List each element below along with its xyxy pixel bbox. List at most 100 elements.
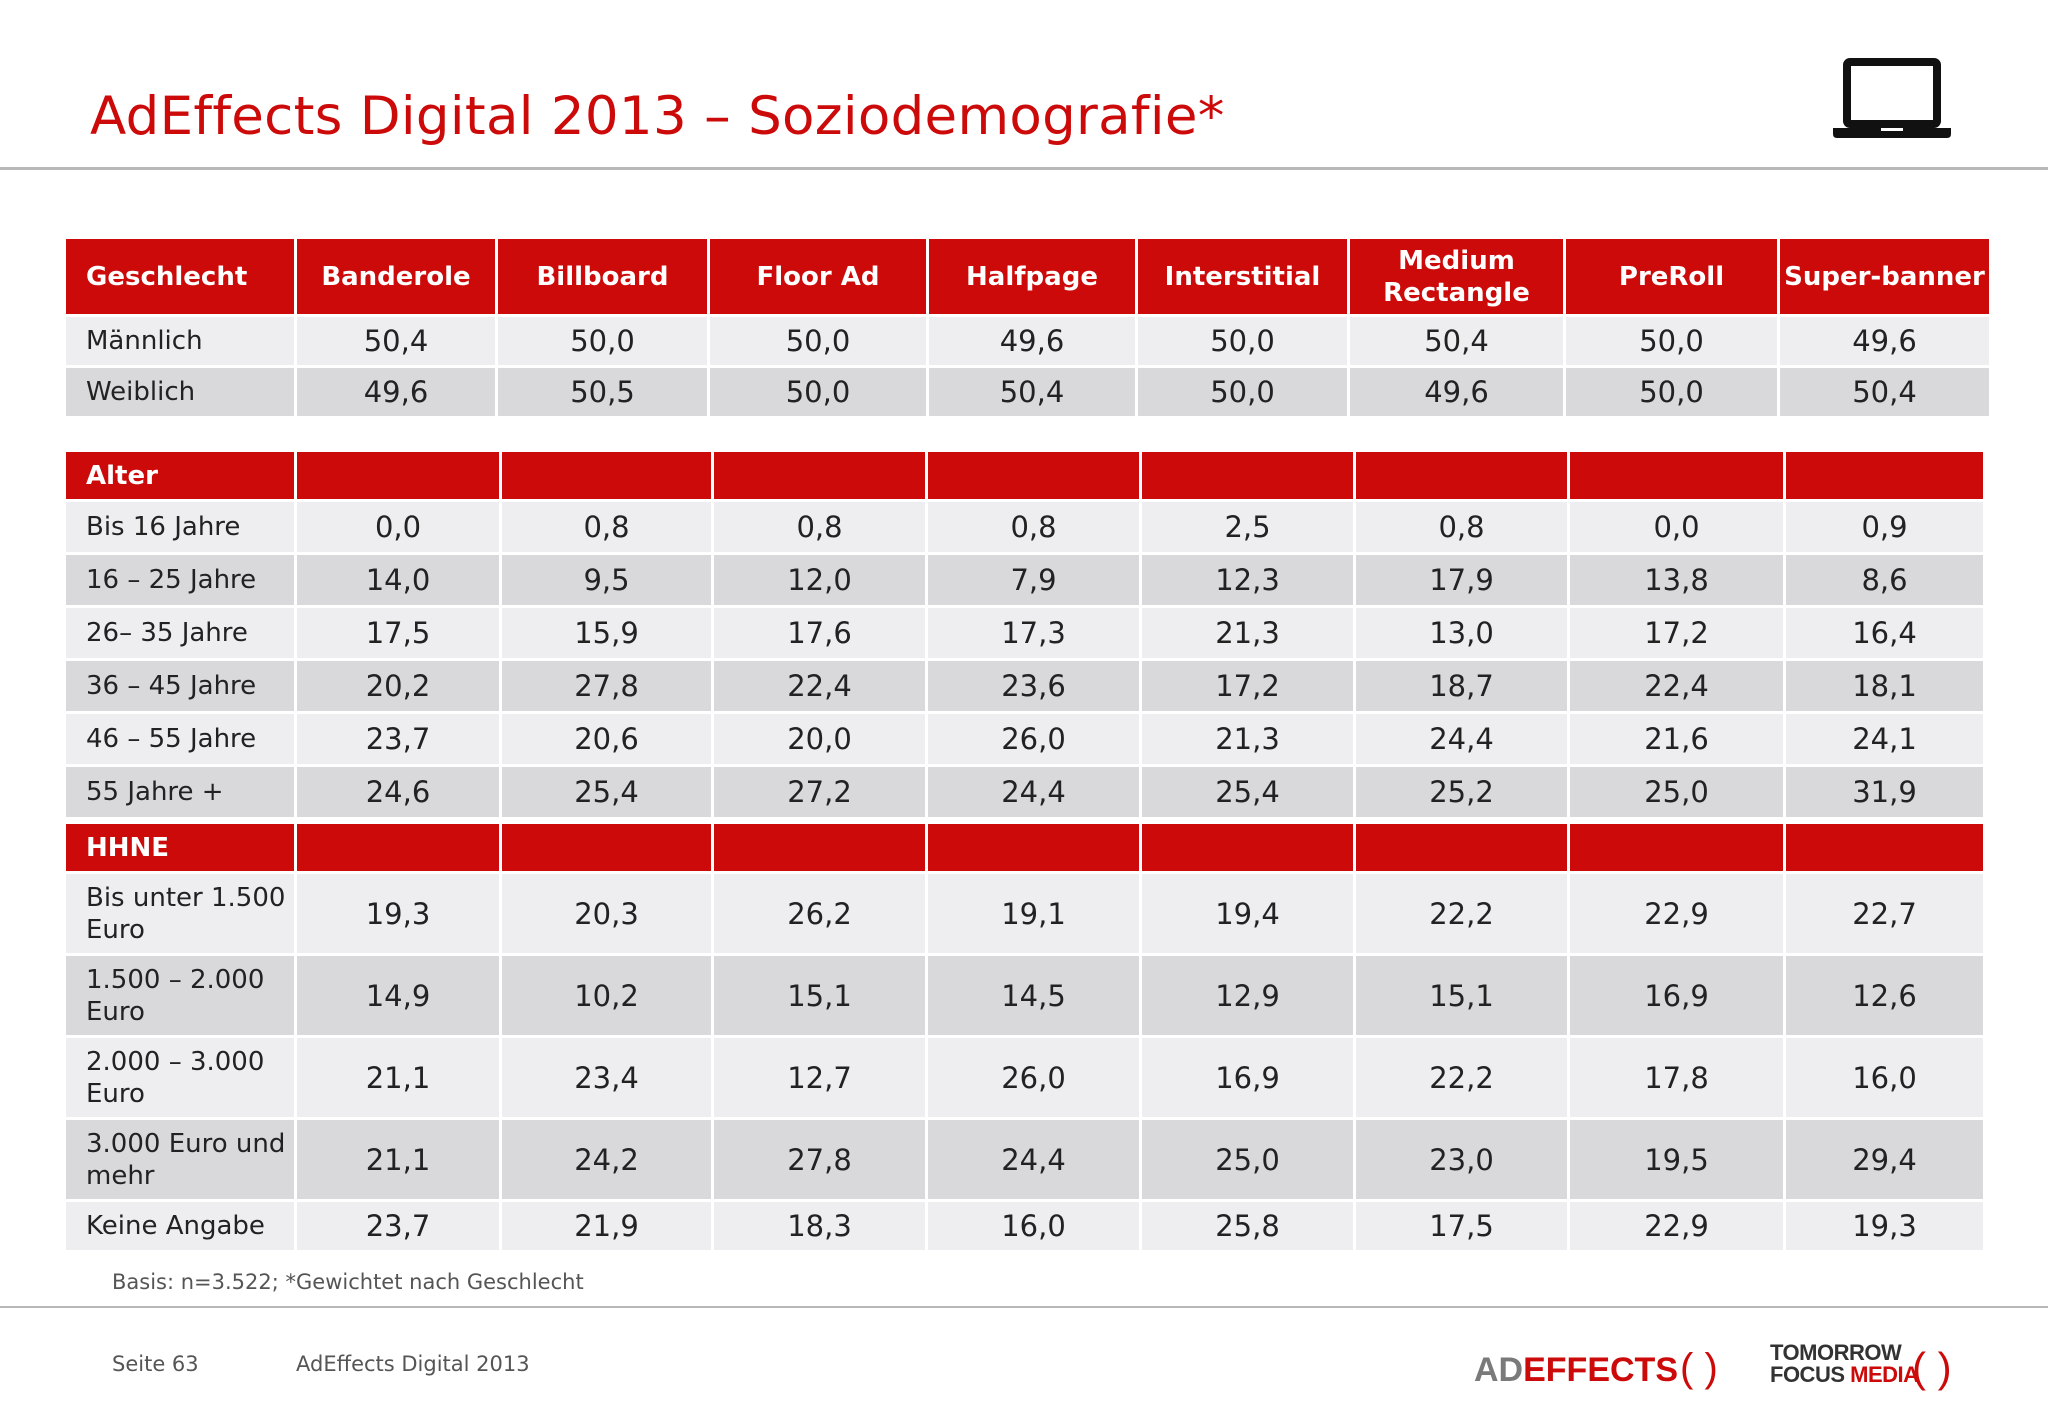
- value-cell: 19,5: [1570, 1120, 1786, 1202]
- value-cell: 13,0: [1356, 608, 1570, 661]
- value-cell: 0,9: [1786, 502, 1983, 555]
- header-cell: [714, 452, 928, 502]
- value-cell: 22,9: [1570, 1202, 1786, 1253]
- value-cell: 26,0: [928, 1038, 1142, 1120]
- value-cell: 16,0: [1786, 1038, 1983, 1120]
- value-cell: 49,6: [929, 317, 1138, 368]
- column-header: Super-banner: [1780, 239, 1989, 317]
- value-cell: 16,4: [1786, 608, 1983, 661]
- value-cell: 24,4: [928, 767, 1142, 820]
- value-cell: 17,5: [1356, 1202, 1570, 1253]
- value-cell: 17,5: [297, 608, 502, 661]
- value-cell: 22,2: [1356, 874, 1570, 956]
- value-cell: 7,9: [928, 555, 1142, 608]
- value-cell: 0,0: [1570, 502, 1786, 555]
- tomorrow-focus-media-logo: TOMORROW FOCUS MEDIA ( ): [1770, 1340, 1952, 1391]
- table-row: Männlich 50,4 50,0 50,0 49,6 50,0 50,4 50,0 49,6: [66, 317, 1989, 368]
- value-cell: 15,1: [714, 956, 928, 1038]
- header-cell: [502, 824, 714, 874]
- value-cell: 0,8: [928, 502, 1142, 555]
- table-row: Bis unter 1.500 Euro 19,3 20,3 26,2 19,1 19,4…: [66, 874, 1983, 956]
- value-cell: 24,6: [297, 767, 502, 820]
- value-cell: 24,4: [928, 1120, 1142, 1202]
- table-row: 2.000 – 3.000 Euro 21,1 23,4 12,7 26,0 16,9 22…: [66, 1038, 1983, 1120]
- section-header-row: Geschlecht Banderole Billboard Floor Ad Half…: [66, 239, 1989, 317]
- footnote: Basis: n=3.522; *Gewichtet nach Geschlec…: [112, 1270, 584, 1294]
- value-cell: 12,9: [1142, 956, 1356, 1038]
- value-cell: 17,9: [1356, 555, 1570, 608]
- value-cell: 26,0: [928, 714, 1142, 767]
- table-row: 55 Jahre +24,6 25,4 27,2 24,4 25,4 25,2 25,0 31…: [66, 767, 1983, 820]
- table-row: 26– 35 Jahre 17,5 15,9 17,6 17,3 21,3 13,0 17,2…: [66, 608, 1983, 661]
- table-row: 36 – 45 Jahre 20,2 27,8 22,4 23,6 17,2 18,7 22,…: [66, 661, 1983, 714]
- value-cell: 29,4: [1786, 1120, 1983, 1202]
- header-cell: [1570, 452, 1786, 502]
- table-row: Weiblich 49,6 50,5 50,0 50,4 50,0 49,6 50,0 50,4: [66, 368, 1989, 419]
- section-header-row: Alter: [66, 452, 1983, 502]
- row-label: 46 – 55 Jahre: [66, 714, 297, 767]
- value-cell: 20,2: [297, 661, 502, 714]
- value-cell: 16,9: [1570, 956, 1786, 1038]
- value-cell: 25,0: [1142, 1120, 1356, 1202]
- value-cell: 50,0: [1566, 368, 1780, 419]
- value-cell: 17,6: [714, 608, 928, 661]
- value-cell: 12,7: [714, 1038, 928, 1120]
- value-cell: 17,2: [1142, 661, 1356, 714]
- value-cell: 49,6: [1780, 317, 1989, 368]
- value-cell: 50,0: [710, 317, 929, 368]
- value-cell: 31,9: [1786, 767, 1983, 820]
- value-cell: 14,5: [928, 956, 1142, 1038]
- value-cell: 18,3: [714, 1202, 928, 1253]
- value-cell: 17,3: [928, 608, 1142, 661]
- page-number: Seite 63: [112, 1352, 199, 1376]
- header-cell: [502, 452, 714, 502]
- row-label: 2.000 – 3.000 Euro: [66, 1038, 297, 1120]
- row-label: 1.500 – 2.000 Euro: [66, 956, 297, 1038]
- value-cell: 23,4: [502, 1038, 714, 1120]
- header-cell: [1142, 824, 1356, 874]
- value-cell: 9,5: [502, 555, 714, 608]
- document-name: AdEffects Digital 2013: [296, 1352, 530, 1376]
- value-cell: 50,4: [297, 317, 498, 368]
- header-cell: [297, 452, 502, 502]
- value-cell: 14,9: [297, 956, 502, 1038]
- row-label: Bis unter 1.500 Euro: [66, 874, 297, 956]
- value-cell: 20,0: [714, 714, 928, 767]
- column-header: Floor Ad: [710, 239, 929, 317]
- value-cell: 23,6: [928, 661, 1142, 714]
- value-cell: 23,7: [297, 714, 502, 767]
- value-cell: 0,0: [297, 502, 502, 555]
- value-cell: 22,4: [1570, 661, 1786, 714]
- value-cell: 26,2: [714, 874, 928, 956]
- value-cell: 27,8: [502, 661, 714, 714]
- section-header-label: HHNE: [66, 824, 297, 874]
- value-cell: 20,3: [502, 874, 714, 956]
- section-header-row: HHNE: [66, 824, 1983, 874]
- row-label: Keine Angabe: [66, 1202, 297, 1253]
- value-cell: 19,4: [1142, 874, 1356, 956]
- value-cell: 19,3: [297, 874, 502, 956]
- value-cell: 18,1: [1786, 661, 1983, 714]
- value-cell: 14,0: [297, 555, 502, 608]
- value-cell: 0,8: [1356, 502, 1570, 555]
- value-cell: 19,3: [1786, 1202, 1983, 1253]
- value-cell: 15,9: [502, 608, 714, 661]
- value-cell: 8,6: [1786, 555, 1983, 608]
- value-cell: 17,8: [1570, 1038, 1786, 1120]
- row-label: Weiblich: [66, 368, 297, 419]
- value-cell: 21,3: [1142, 714, 1356, 767]
- value-cell: 50,4: [1350, 317, 1566, 368]
- value-cell: 19,1: [928, 874, 1142, 956]
- value-cell: 21,3: [1142, 608, 1356, 661]
- value-cell: 27,2: [714, 767, 928, 820]
- value-cell: 23,0: [1356, 1120, 1570, 1202]
- header-cell: [928, 452, 1142, 502]
- value-cell: 13,8: [1570, 555, 1786, 608]
- section-header-label: Geschlecht: [66, 239, 297, 317]
- row-label: 55 Jahre +: [66, 767, 297, 820]
- value-cell: 10,2: [502, 956, 714, 1038]
- value-cell: 50,0: [1138, 317, 1350, 368]
- header-cell: [928, 824, 1142, 874]
- value-cell: 22,9: [1570, 874, 1786, 956]
- value-cell: 50,4: [1780, 368, 1989, 419]
